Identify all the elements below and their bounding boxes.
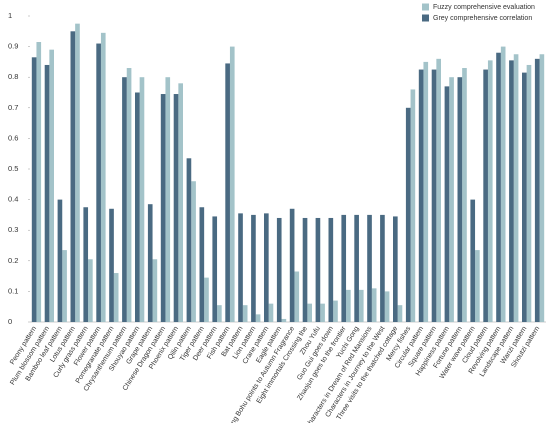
bar [178, 83, 183, 322]
bar [380, 214, 385, 322]
bar [191, 181, 196, 322]
bar [251, 214, 256, 322]
y-tick-label: 0.1 [8, 286, 18, 295]
y-tick-label: 0.4 [8, 195, 18, 204]
y-tick-label: 0.8 [8, 72, 18, 81]
y-tick-label: 0.7 [8, 103, 18, 112]
bar [165, 77, 171, 322]
bar [31, 57, 37, 323]
bar [449, 77, 454, 322]
bar [294, 271, 300, 322]
bar [423, 61, 429, 323]
bar [113, 273, 119, 322]
bar [268, 303, 274, 322]
legend-swatch [422, 14, 429, 22]
bar [135, 92, 140, 322]
bar [199, 207, 205, 322]
bar [384, 291, 390, 322]
bar [487, 60, 493, 323]
bar [315, 217, 321, 322]
bar [44, 64, 50, 323]
bar [75, 23, 80, 323]
bar [367, 214, 372, 322]
y-tick-label: 0.5 [8, 164, 18, 173]
bar [333, 300, 338, 322]
bar [225, 63, 230, 323]
bar [470, 199, 476, 322]
y-tick-label: 0.9 [8, 42, 18, 51]
legend-label: Fuzzy comprehensive evaluation [433, 4, 535, 11]
bar [160, 94, 166, 322]
bar [238, 213, 243, 322]
bar [358, 289, 364, 322]
bar [276, 217, 282, 322]
bar [418, 69, 424, 322]
bar [539, 54, 545, 322]
bar [534, 58, 540, 323]
bar [152, 259, 158, 322]
bar [204, 277, 209, 322]
bar [255, 314, 261, 322]
bar [126, 68, 132, 323]
y-tick-label: 0 [8, 317, 12, 326]
bar [49, 49, 54, 322]
bar [122, 77, 127, 322]
bar [513, 54, 519, 322]
bar [264, 213, 269, 322]
bar [483, 69, 488, 322]
bar [302, 217, 308, 322]
bar [242, 305, 248, 322]
bar [410, 89, 416, 322]
bar [328, 217, 334, 322]
bar [526, 64, 532, 323]
bar [307, 303, 312, 322]
bar [229, 46, 235, 322]
bar [147, 204, 153, 322]
legend-swatch [422, 3, 429, 11]
bar [212, 216, 218, 322]
y-tick-label: 0.6 [8, 133, 18, 142]
bar [173, 94, 179, 322]
bar [436, 58, 441, 323]
bar [281, 318, 287, 322]
bar [186, 158, 192, 322]
bar [405, 107, 411, 322]
bar [341, 214, 347, 322]
bar [100, 32, 106, 322]
bar [522, 72, 527, 322]
y-tick-label: 1 [8, 11, 12, 20]
bar [217, 305, 222, 322]
bar [346, 289, 351, 322]
bar [70, 31, 76, 323]
bar [109, 208, 114, 322]
bar [444, 86, 450, 322]
bar [475, 250, 480, 322]
bar [371, 288, 377, 322]
bar [431, 69, 437, 322]
bar [36, 42, 42, 322]
bar [462, 68, 467, 323]
bar [509, 60, 514, 323]
bar [139, 77, 145, 322]
bar [354, 214, 359, 322]
bar [320, 303, 325, 322]
bar [83, 207, 89, 322]
bar [96, 43, 101, 322]
bar [57, 199, 63, 322]
y-tick-label: 0.3 [8, 225, 18, 234]
bar [393, 216, 398, 322]
bar [496, 52, 501, 322]
bar [457, 77, 463, 322]
bar [289, 208, 295, 322]
bar [62, 250, 67, 322]
bar [397, 305, 403, 322]
bar [500, 46, 506, 322]
bar [88, 259, 93, 322]
y-tick-label: 0.2 [8, 256, 18, 265]
legend-label: Grey comprehensive correlation [433, 15, 532, 22]
